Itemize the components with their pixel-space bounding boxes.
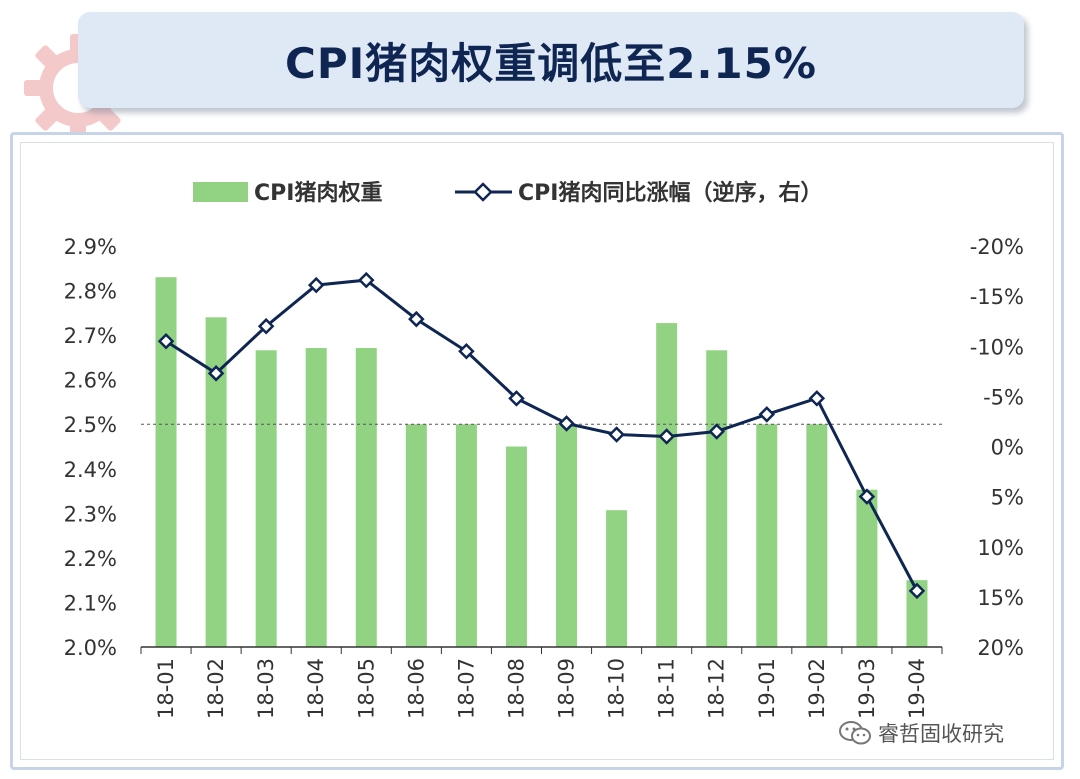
legend-bar-swatch [193,182,248,202]
line-point [858,488,876,505]
watermark-text: 睿哲固收研究 [878,722,1004,746]
chart-inner-border [20,142,1054,760]
bar [255,350,277,647]
x-tick-label: 18-11 [655,658,679,719]
title-banner: CPI猪肉权重调低至2.15% [78,12,1024,108]
page-title: CPI猪肉权重调低至2.15% [285,38,817,88]
left-tick-label: 2.3% [64,502,117,526]
right-tick-label: -15% [970,285,1024,309]
x-tick-label: 18-04 [304,658,328,719]
x-tick-label: 18-07 [454,658,478,719]
bar [606,510,628,647]
bar [806,424,828,647]
line-point [658,428,675,445]
x-tick-label: 18-02 [204,658,228,719]
watermark: 睿哲固收研究 [838,718,1004,748]
x-tick-label: 18-08 [504,658,528,719]
x-tick-label: 18-01 [154,658,178,719]
bar [155,277,177,647]
x-tick-label: 18-06 [404,658,428,719]
left-tick-label: 2.8% [64,280,117,304]
bar [656,323,678,647]
x-tick-label: 18-12 [705,658,729,719]
x-tick-label: 19-04 [905,658,929,719]
right-tick-label: 15% [977,586,1024,610]
right-tick-label: 10% [977,536,1024,560]
wechat-icon [839,721,871,745]
line-point [408,310,425,328]
legend-bar-label: CPI猪肉权重 [254,180,382,206]
x-tick-label: 18-03 [254,658,278,719]
bar [505,446,527,647]
left-tick-label: 2.7% [64,324,117,348]
series-line [165,278,919,592]
left-tick-label: 2.5% [64,413,117,437]
x-tick-label: 18-09 [555,658,579,719]
line-point [257,317,275,335]
line-point [358,271,375,289]
bar [856,489,878,647]
bar [756,424,778,647]
bar [355,348,377,647]
left-tick-label: 2.2% [64,547,117,571]
line-point [708,423,725,440]
right-tick-label: 5% [991,486,1024,510]
bar-series [155,277,928,647]
line-point [558,415,575,432]
bar [706,350,728,647]
x-tick-label: 18-05 [354,658,378,719]
line-point [307,276,325,294]
bar [906,580,928,647]
line-point [207,365,225,382]
left-tick-label: 2.1% [64,591,117,615]
left-tick-label: 2.6% [64,369,117,393]
x-tick-label: 19-01 [755,658,779,719]
right-tick-label: -20% [970,235,1024,259]
line-point [908,582,926,600]
line-point [508,390,525,407]
line-point [758,406,776,423]
line-point [458,342,475,360]
right-tick-label: -5% [983,385,1024,409]
line-point [157,332,175,350]
bar [305,348,327,647]
right-tick-label: 20% [977,636,1024,660]
line-series [157,271,926,600]
legend-line-marker [473,182,493,202]
right-axis: -20% -15% -10% -5% 0% 5% 10% 15% 20% [970,235,1024,660]
x-axis: 18-01 18-02 18-03 18-04 18-05 18-06 18-07 18-08… [140,646,943,719]
left-tick-label: 2.4% [64,458,117,482]
bar [405,424,427,647]
right-tick-label: -10% [970,335,1024,359]
bar [205,317,227,647]
bar [556,424,578,647]
right-tick-label: 0% [991,436,1024,460]
left-axis: 2.0% 2.1% 2.2% 2.3% 2.4% 2.5% 2.6% 2.7% 2.8% 2.9% [64,235,117,660]
chart-legend: CPI猪肉权重 CPI猪肉同比涨幅（逆序，右） [193,180,822,206]
line-point [808,390,826,407]
line-point [608,426,625,443]
x-tick-label: 19-03 [855,658,879,719]
x-tick-label: 18-10 [605,658,629,719]
left-tick-label: 2.0% [64,636,117,660]
legend-line-label: CPI猪肉同比涨幅（逆序，右） [518,180,822,206]
bar [455,424,477,647]
chart-frame [10,132,1064,770]
left-tick-label: 2.9% [64,235,117,259]
x-tick-label: 19-02 [805,658,829,719]
